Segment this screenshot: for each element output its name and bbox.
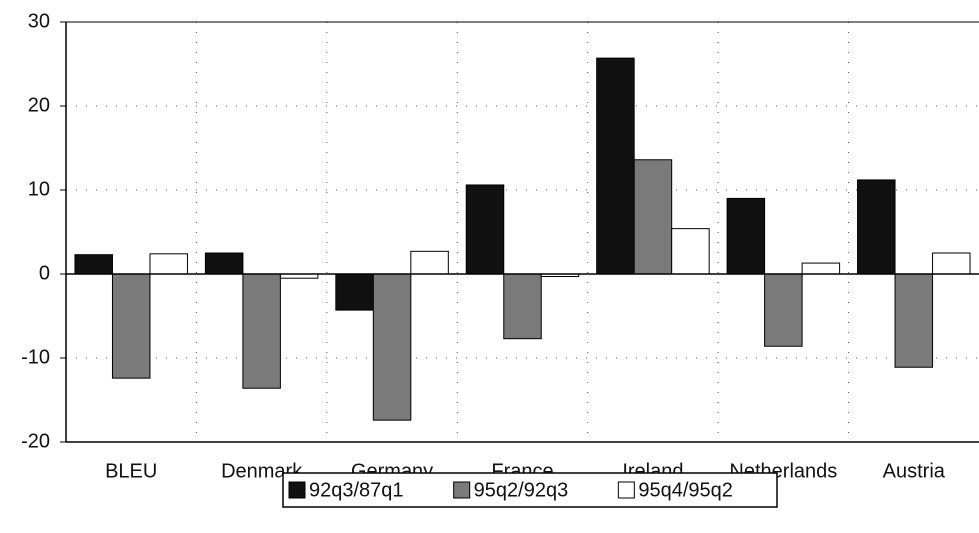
- y-tick-label: -20: [21, 430, 50, 452]
- x-tick-label: BLEU: [105, 460, 157, 482]
- bar: [372, 273, 412, 421]
- legend-swatch: [288, 481, 306, 499]
- bar: [335, 273, 374, 311]
- y-tick-label: 20: [28, 94, 50, 116]
- bar: [857, 179, 896, 275]
- bar: [633, 159, 673, 275]
- legend-label: 95q2/92q3: [474, 479, 569, 501]
- bar: [671, 228, 710, 275]
- bar: [596, 57, 635, 275]
- bar: [204, 252, 244, 275]
- y-tick-label: 10: [28, 178, 50, 200]
- bar: [894, 273, 934, 368]
- bar: [726, 197, 766, 275]
- legend-swatch: [617, 481, 635, 499]
- legend-label: 95q4/95q2: [638, 479, 733, 501]
- y-tick-label: 0: [39, 262, 50, 284]
- bar: [149, 253, 188, 275]
- bar: [410, 250, 449, 275]
- bar: [932, 252, 971, 275]
- legend-box: [282, 472, 778, 508]
- bar: [764, 273, 803, 347]
- legend-swatch: [453, 481, 471, 499]
- bar: [242, 273, 281, 389]
- bar: [111, 273, 151, 379]
- bar: [801, 262, 841, 275]
- x-tick-label: Austria: [883, 460, 946, 482]
- y-tick-label: -10: [21, 346, 50, 368]
- bar: [465, 184, 505, 275]
- y-tick-label: 30: [28, 10, 50, 32]
- legend-label: 92q3/87q1: [309, 479, 404, 501]
- bar: [74, 254, 113, 275]
- bar: [503, 273, 542, 340]
